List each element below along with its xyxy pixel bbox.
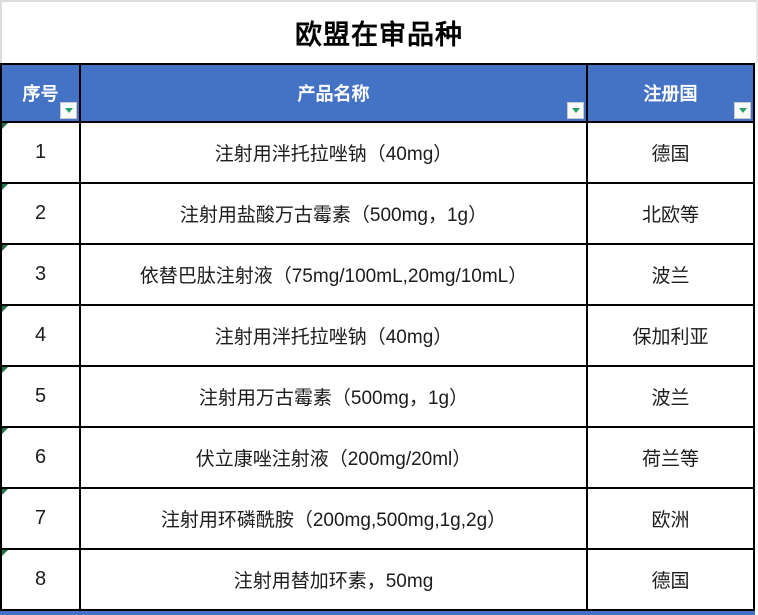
product-name: 注射用环磷酰胺（200mg,500mg,1g,2g） bbox=[160, 510, 507, 531]
row-number: 7 bbox=[34, 507, 47, 529]
row-number: 2 bbox=[34, 202, 47, 224]
product-name: 注射用泮托拉唑钠（40mg） bbox=[214, 327, 453, 348]
country: 波兰 bbox=[651, 388, 690, 409]
row-number-cell[interactable]: 8 bbox=[2, 550, 81, 609]
cell-error-indicator bbox=[2, 428, 8, 434]
table-row: 6 伏立康唑注射液（200mg/20ml） 荷兰等 bbox=[2, 428, 753, 489]
product-name-cell[interactable]: 伏立康唑注射液（200mg/20ml） bbox=[81, 428, 588, 489]
product-name-cell[interactable]: 注射用泮托拉唑钠（40mg） bbox=[81, 306, 588, 367]
row-number-cell[interactable]: 1 bbox=[2, 123, 81, 184]
country: 荷兰等 bbox=[641, 449, 699, 470]
product-name: 注射用万古霉素（500mg，1g） bbox=[198, 388, 469, 409]
row-number-cell[interactable]: 6 bbox=[2, 428, 81, 489]
country-cell[interactable]: 荷兰等 bbox=[588, 428, 753, 489]
filter-button-product[interactable] bbox=[567, 102, 584, 119]
country-cell[interactable]: 德国 bbox=[588, 123, 753, 184]
country: 北欧等 bbox=[641, 205, 699, 226]
filter-dropdown-icon bbox=[64, 108, 73, 113]
row-number: 5 bbox=[34, 385, 47, 407]
row-number-cell[interactable]: 3 bbox=[2, 245, 81, 306]
table-row: 5 注射用万古霉素（500mg，1g） 波兰 bbox=[2, 367, 753, 428]
filter-button-country[interactable] bbox=[734, 102, 751, 119]
country-cell[interactable]: 德国 bbox=[588, 550, 753, 609]
country: 保加利亚 bbox=[632, 327, 709, 348]
product-name-cell[interactable]: 注射用盐酸万古霉素（500mg，1g） bbox=[81, 184, 588, 245]
row-number-cell[interactable]: 4 bbox=[2, 306, 81, 367]
filter-button-number[interactable] bbox=[60, 102, 77, 119]
header-cell-country[interactable]: 注册国 bbox=[588, 65, 753, 123]
product-name: 注射用泮托拉唑钠（40mg） bbox=[214, 144, 453, 165]
header-label-number: 序号 bbox=[22, 84, 59, 104]
row-number: 8 bbox=[34, 568, 47, 590]
product-name: 伏立康唑注射液（200mg/20ml） bbox=[195, 449, 472, 470]
row-number: 1 bbox=[34, 141, 47, 163]
product-name-cell[interactable]: 注射用泮托拉唑钠（40mg） bbox=[81, 123, 588, 184]
country-cell[interactable]: 保加利亚 bbox=[588, 306, 753, 367]
table-row: 2 注射用盐酸万古霉素（500mg，1g） 北欧等 bbox=[2, 184, 753, 245]
header-cell-number[interactable]: 序号 bbox=[2, 65, 81, 123]
product-name: 注射用替加环素，50mg bbox=[233, 571, 434, 592]
table-row: 4 注射用泮托拉唑钠（40mg） 保加利亚 bbox=[2, 306, 753, 367]
row-number-cell[interactable]: 7 bbox=[2, 489, 81, 550]
data-table: 序号 产品名称 注册国 1 bbox=[0, 63, 755, 611]
table-row: 7 注射用环磷酰胺（200mg,500mg,1g,2g） 欧洲 bbox=[2, 489, 753, 550]
table-row: 8 注射用替加环素，50mg 德国 bbox=[2, 550, 753, 609]
table-header-row: 序号 产品名称 注册国 bbox=[2, 65, 753, 123]
row-number: 4 bbox=[34, 324, 47, 346]
table-row: 1 注射用泮托拉唑钠（40mg） 德国 bbox=[2, 123, 753, 184]
table-row: 3 依替巴肽注射液（75mg/100mL,20mg/10mL） 波兰 bbox=[2, 245, 753, 306]
country-cell[interactable]: 欧洲 bbox=[588, 489, 753, 550]
country: 德国 bbox=[651, 144, 690, 165]
country-cell[interactable]: 北欧等 bbox=[588, 184, 753, 245]
filter-dropdown-icon bbox=[738, 108, 747, 113]
cell-error-indicator bbox=[2, 489, 8, 495]
row-number: 3 bbox=[34, 263, 47, 285]
cell-error-indicator bbox=[2, 550, 8, 556]
row-number-cell[interactable]: 2 bbox=[2, 184, 81, 245]
product-name: 注射用盐酸万古霉素（500mg，1g） bbox=[179, 205, 488, 226]
row-number-cell[interactable]: 5 bbox=[2, 367, 81, 428]
cell-error-indicator bbox=[2, 123, 8, 129]
country-cell[interactable]: 波兰 bbox=[588, 245, 753, 306]
row-number: 6 bbox=[34, 446, 47, 468]
country: 波兰 bbox=[651, 266, 690, 287]
cell-error-indicator bbox=[2, 306, 8, 312]
header-label-product: 产品名称 bbox=[297, 84, 370, 104]
header-cell-product[interactable]: 产品名称 bbox=[81, 65, 588, 123]
header-label-country: 注册国 bbox=[643, 84, 698, 104]
table-title: 欧盟在审品种 bbox=[295, 20, 463, 50]
next-section-header-strip bbox=[0, 611, 755, 615]
product-name-cell[interactable]: 注射用万古霉素（500mg，1g） bbox=[81, 367, 588, 428]
product-name: 依替巴肽注射液（75mg/100mL,20mg/10mL） bbox=[139, 266, 528, 287]
cell-error-indicator bbox=[2, 367, 8, 373]
product-name-cell[interactable]: 注射用环磷酰胺（200mg,500mg,1g,2g） bbox=[81, 489, 588, 550]
gridline-top bbox=[0, 0, 758, 2]
country-cell[interactable]: 波兰 bbox=[588, 367, 753, 428]
product-name-cell[interactable]: 依替巴肽注射液（75mg/100mL,20mg/10mL） bbox=[81, 245, 588, 306]
cell-error-indicator bbox=[2, 245, 8, 251]
gridline-left bbox=[0, 0, 2, 63]
gridline-right bbox=[756, 0, 758, 63]
product-name-cell[interactable]: 注射用替加环素，50mg bbox=[81, 550, 588, 609]
country: 德国 bbox=[651, 571, 690, 592]
filter-dropdown-icon bbox=[571, 108, 580, 113]
country: 欧洲 bbox=[651, 510, 690, 531]
cell-error-indicator bbox=[2, 184, 8, 190]
title-band: 欧盟在审品种 bbox=[2, 2, 756, 63]
